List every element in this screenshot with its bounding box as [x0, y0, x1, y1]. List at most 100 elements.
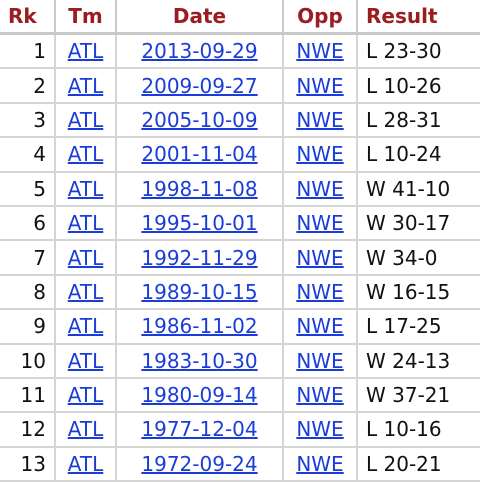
result-cell: L 23-30 — [357, 33, 480, 70]
result-column-header[interactable]: Result — [357, 0, 480, 35]
game-date-link[interactable]: 2001-11-04 — [141, 142, 258, 167]
game-date-cell: 2013-09-29 — [116, 33, 284, 70]
opponent-cell: NWE — [283, 309, 358, 345]
opponent-cell: NWE — [283, 274, 358, 311]
team-cell: ATL — [55, 377, 117, 414]
opponent-cell: NWE — [283, 240, 358, 276]
game-date-cell: 2005-10-09 — [116, 102, 284, 139]
team-cell: ATL — [55, 137, 117, 173]
game-date-cell: 1998-11-08 — [116, 171, 284, 207]
game-date-link[interactable]: 1989-10-15 — [141, 279, 258, 304]
result-cell: L 10-24 — [357, 137, 480, 173]
game-date-link[interactable]: 1977-12-04 — [141, 417, 258, 442]
opponent-link[interactable]: NWE — [296, 279, 344, 304]
rank-cell: 9 — [0, 309, 56, 345]
opponent-cell: NWE — [283, 102, 358, 139]
team-link[interactable]: ATL — [67, 142, 104, 167]
rank-cell: 2 — [0, 68, 56, 104]
opponent-link[interactable]: NWE — [296, 107, 344, 132]
game-date-cell: 1989-10-15 — [116, 274, 284, 311]
header-row: Rk Tm Date Opp Result — [0, 0, 480, 35]
team-link[interactable]: ATL — [67, 176, 104, 201]
opponent-link[interactable]: NWE — [296, 348, 344, 373]
game-date-link[interactable]: 2009-09-27 — [141, 73, 258, 98]
rank-cell: 10 — [0, 343, 56, 379]
table-row: 10 ATL 1983-10-30 NWE W 24-13 — [0, 343, 480, 379]
rank-column-header[interactable]: Rk — [0, 0, 56, 35]
team-link[interactable]: ATL — [67, 245, 104, 270]
opponent-link[interactable]: NWE — [296, 245, 344, 270]
opponent-link[interactable]: NWE — [296, 39, 344, 64]
table-row: 1 ATL 2013-09-29 NWE L 23-30 — [0, 33, 480, 70]
team-link[interactable]: ATL — [67, 39, 104, 64]
game-date-cell: 1980-09-14 — [116, 377, 284, 414]
game-date-link[interactable]: 1992-11-29 — [141, 245, 258, 270]
opponent-link[interactable]: NWE — [296, 176, 344, 201]
game-date-cell: 1992-11-29 — [116, 240, 284, 276]
rank-cell: 4 — [0, 137, 56, 173]
opponent-link[interactable]: NWE — [296, 211, 344, 236]
opponent-link[interactable]: NWE — [296, 142, 344, 167]
opponent-link[interactable]: NWE — [296, 451, 344, 476]
rank-cell: 3 — [0, 102, 56, 139]
game-date-link[interactable]: 1980-09-14 — [141, 383, 258, 408]
game-date-link[interactable]: 1998-11-08 — [141, 176, 258, 201]
game-date-link[interactable]: 2005-10-09 — [141, 107, 258, 132]
game-date-cell: 1983-10-30 — [116, 343, 284, 379]
opponent-cell: NWE — [283, 412, 358, 448]
opponent-link[interactable]: NWE — [296, 73, 344, 98]
table-row: 13 ATL 1972-09-24 NWE L 20-21 — [0, 446, 480, 482]
opponent-cell: NWE — [283, 33, 358, 70]
game-date-link[interactable]: 2013-09-29 — [141, 39, 258, 64]
rank-cell: 8 — [0, 274, 56, 311]
table-row: 2 ATL 2009-09-27 NWE L 10-26 — [0, 68, 480, 104]
game-date-link[interactable]: 1983-10-30 — [141, 348, 258, 373]
table-row: 5 ATL 1998-11-08 NWE W 41-10 — [0, 171, 480, 207]
rank-cell: 11 — [0, 377, 56, 414]
team-link[interactable]: ATL — [67, 279, 104, 304]
team-cell: ATL — [55, 274, 117, 311]
opponent-cell: NWE — [283, 205, 358, 242]
opponent-column-header[interactable]: Opp — [283, 0, 358, 35]
game-date-cell: 1972-09-24 — [116, 446, 284, 482]
rank-cell: 13 — [0, 446, 56, 482]
team-link[interactable]: ATL — [67, 383, 104, 408]
result-cell: L 10-26 — [357, 68, 480, 104]
table-row: 11 ATL 1980-09-14 NWE W 37-21 — [0, 377, 480, 414]
opponent-cell: NWE — [283, 343, 358, 379]
team-link[interactable]: ATL — [67, 348, 104, 373]
opponent-cell: NWE — [283, 446, 358, 482]
result-cell: W 41-10 — [357, 171, 480, 207]
table-row: 7 ATL 1992-11-29 NWE W 34-0 — [0, 240, 480, 276]
opponent-link[interactable]: NWE — [296, 417, 344, 442]
game-date-link[interactable]: 1995-10-01 — [141, 211, 258, 236]
team-link[interactable]: ATL — [67, 211, 104, 236]
team-cell: ATL — [55, 205, 117, 242]
game-date-link[interactable]: 1986-11-02 — [141, 314, 258, 339]
team-cell: ATL — [55, 240, 117, 276]
team-link[interactable]: ATL — [67, 314, 104, 339]
team-cell: ATL — [55, 343, 117, 379]
table-row: 9 ATL 1986-11-02 NWE L 17-25 — [0, 309, 480, 345]
game-date-link[interactable]: 1972-09-24 — [141, 451, 258, 476]
opponent-link[interactable]: NWE — [296, 383, 344, 408]
team-link[interactable]: ATL — [67, 417, 104, 442]
team-cell: ATL — [55, 102, 117, 139]
table-header: Rk Tm Date Opp Result — [0, 0, 480, 35]
team-column-header[interactable]: Tm — [55, 0, 117, 35]
opponent-link[interactable]: NWE — [296, 314, 344, 339]
table-row: 3 ATL 2005-10-09 NWE L 28-31 — [0, 102, 480, 139]
table-row: 12 ATL 1977-12-04 NWE L 10-16 — [0, 412, 480, 448]
date-column-header[interactable]: Date — [116, 0, 284, 35]
result-cell: L 17-25 — [357, 309, 480, 345]
team-cell: ATL — [55, 68, 117, 104]
rank-cell: 12 — [0, 412, 56, 448]
result-cell: W 30-17 — [357, 205, 480, 242]
table-row: 4 ATL 2001-11-04 NWE L 10-24 — [0, 137, 480, 173]
rank-cell: 6 — [0, 205, 56, 242]
rank-cell: 5 — [0, 171, 56, 207]
team-link[interactable]: ATL — [67, 107, 104, 132]
team-link[interactable]: ATL — [67, 73, 104, 98]
team-link[interactable]: ATL — [67, 451, 104, 476]
opponent-cell: NWE — [283, 377, 358, 414]
